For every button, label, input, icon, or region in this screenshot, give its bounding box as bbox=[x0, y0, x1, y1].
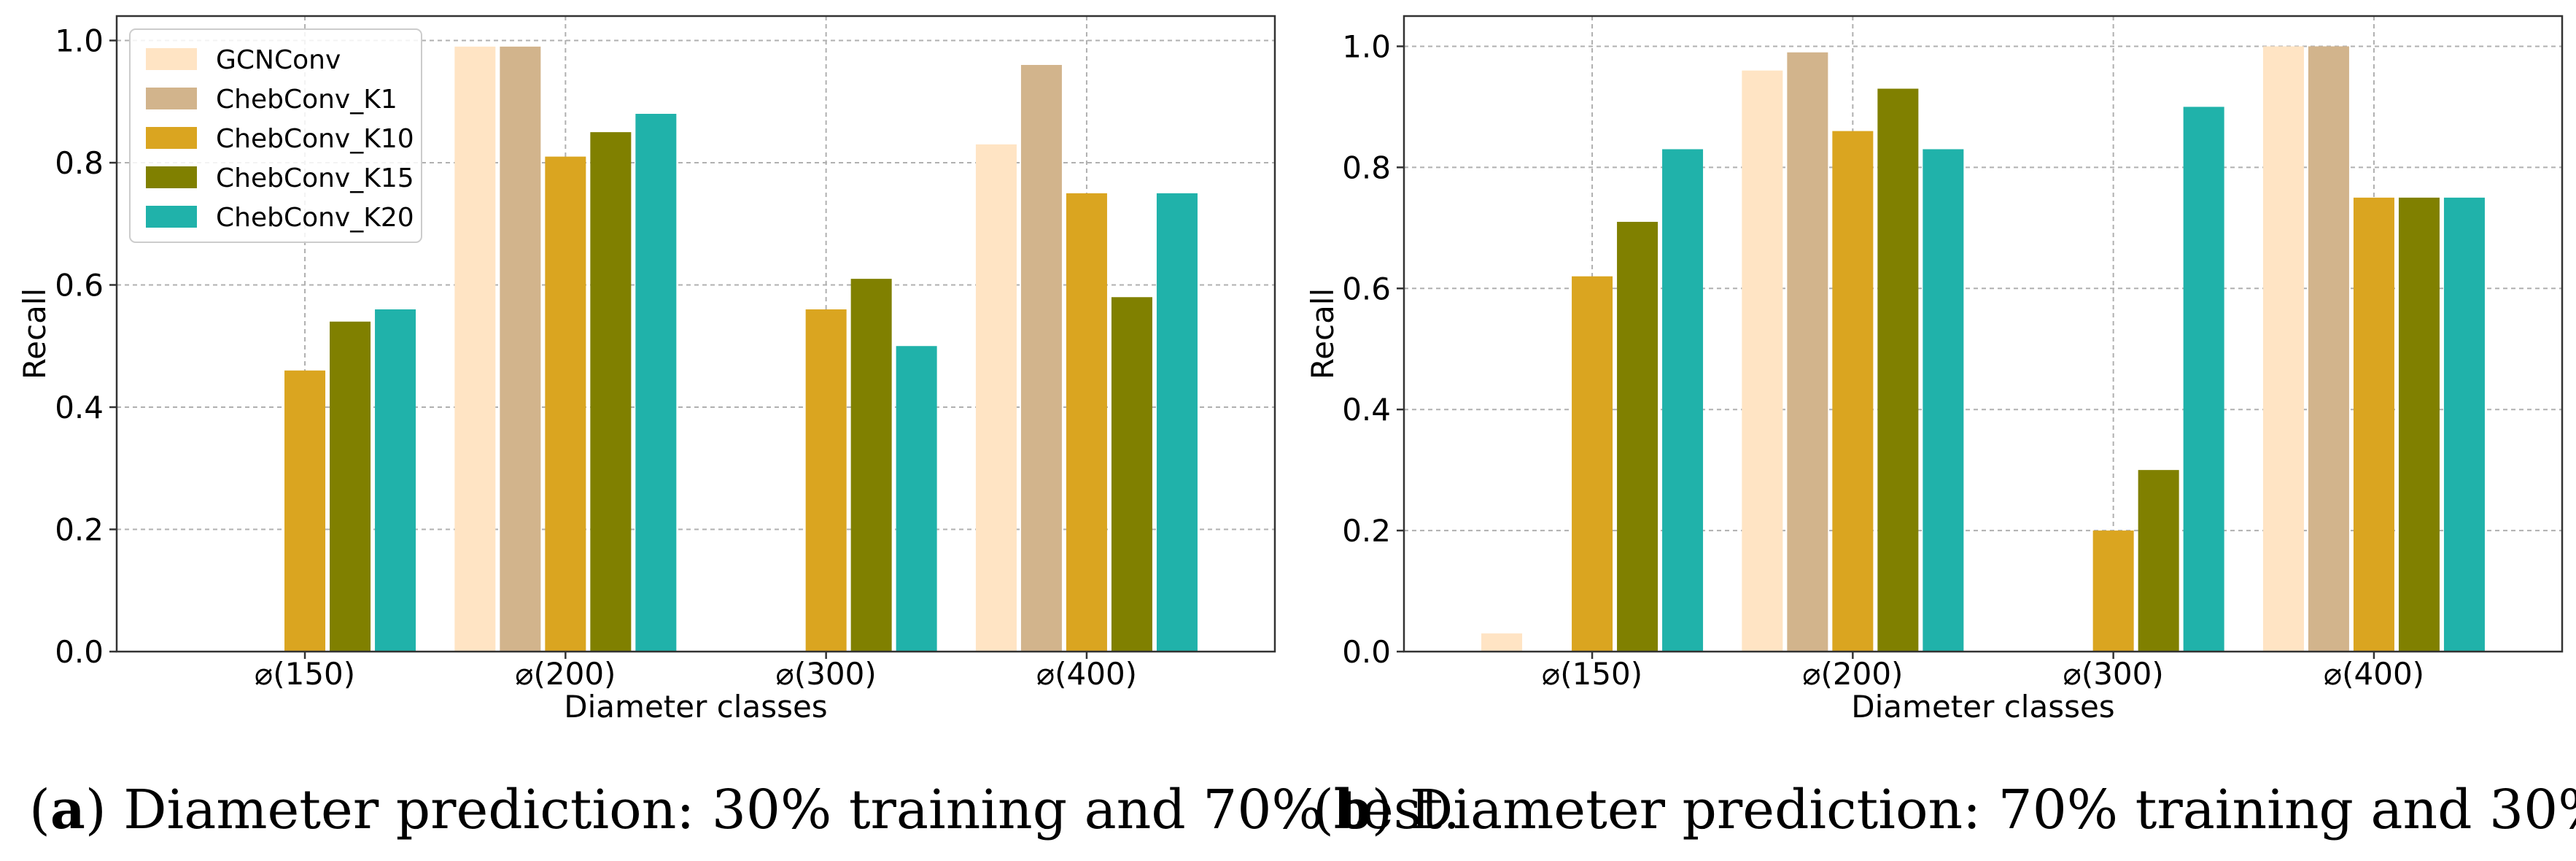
caption-b-text: Diameter prediction: 70% training and 30… bbox=[1393, 779, 2576, 841]
y-tick-label: 0.8 bbox=[55, 145, 104, 181]
bar-gcnconv bbox=[454, 46, 496, 652]
y-tick-label: 1.0 bbox=[1342, 28, 1391, 64]
legend-swatch bbox=[146, 206, 197, 228]
bar-chebconv-k10 bbox=[1066, 193, 1107, 652]
bar-chebconv-k10 bbox=[1572, 276, 1613, 652]
bar-chebconv-k15 bbox=[850, 279, 892, 652]
bar-chebconv-k20 bbox=[896, 346, 937, 652]
plot-frame bbox=[1403, 15, 2564, 653]
x-axis-label: Diameter classes bbox=[1851, 689, 2114, 725]
bar-chebconv-k10 bbox=[545, 156, 586, 652]
caption-a-letter: a bbox=[50, 779, 85, 841]
bar-chebconv-k1 bbox=[1787, 52, 1828, 652]
y-tick-label: 0.8 bbox=[1342, 150, 1391, 185]
y-tick-label: 0.2 bbox=[55, 512, 104, 548]
legend-swatch bbox=[146, 127, 197, 149]
y-tick-label: 0.4 bbox=[55, 390, 104, 425]
x-tick-label: ⌀(400) bbox=[1036, 656, 1137, 692]
y-tick-label: 0.0 bbox=[55, 634, 104, 670]
bar-chebconv-k10 bbox=[805, 309, 847, 652]
bar-chebconv-k10 bbox=[1832, 131, 1874, 652]
bar-chebconv-k15 bbox=[1111, 297, 1152, 652]
bar-chebconv-k20 bbox=[1156, 193, 1198, 652]
caption-a: (a) Diameter prediction: 30% training an… bbox=[29, 779, 1460, 841]
bar-chebconv-k15 bbox=[1617, 222, 1659, 652]
bar-chebconv-k1 bbox=[2308, 46, 2349, 652]
caption-b-letter: b bbox=[1334, 779, 1372, 841]
panel-b-recall-chart: 0.0 0.2 0.4 0.6 0.8 1.0 ⌀(150) ⌀(200) ⌀(300) ⌀(40… bbox=[1305, 15, 2564, 725]
bar-chebconv-k20 bbox=[635, 114, 677, 652]
legend-label: GCNConv bbox=[216, 45, 341, 75]
y-tick-label: 1.0 bbox=[55, 23, 104, 59]
bar-chebconv-k20 bbox=[1923, 149, 1964, 652]
x-axis-label: Diameter classes bbox=[564, 689, 827, 725]
bar-chebconv-k20 bbox=[375, 309, 416, 652]
y-axis-label: Recall bbox=[17, 288, 53, 379]
bar-chebconv-k15 bbox=[2138, 470, 2179, 652]
x-tick-label: ⌀(200) bbox=[515, 656, 616, 692]
bar-chebconv-k10 bbox=[284, 370, 326, 652]
bar-chebconv-k15 bbox=[590, 132, 632, 652]
x-tick-label: ⌀(150) bbox=[255, 656, 355, 692]
x-tick-label: ⌀(300) bbox=[776, 656, 877, 692]
bar-chebconv-k15 bbox=[330, 321, 371, 652]
y-tick-label: 0.6 bbox=[55, 268, 104, 304]
legend-label: ChebConv_K1 bbox=[216, 85, 397, 115]
x-tick-label: ⌀(150) bbox=[1542, 656, 1642, 692]
legend-box bbox=[129, 28, 422, 243]
legend: GCNConv ChebConv_K1 ChebConv_K10 ChebConv_K… bbox=[129, 28, 422, 243]
bar-gcnconv bbox=[1742, 70, 1783, 652]
legend-swatch bbox=[146, 88, 197, 109]
bar-chebconv-k1 bbox=[500, 46, 541, 652]
bar-chebconv-k10 bbox=[2353, 197, 2394, 652]
bar-chebconv-k15 bbox=[1877, 88, 1919, 652]
plot-frame bbox=[115, 15, 1276, 653]
y-tick-label: 0.2 bbox=[1342, 513, 1391, 549]
legend-label: ChebConv_K10 bbox=[216, 124, 414, 154]
bar-chebconv-k20 bbox=[1662, 149, 1704, 652]
legend-label: ChebConv_K15 bbox=[216, 163, 414, 193]
caption-a-text: Diameter prediction: 30% training and 70… bbox=[106, 779, 1460, 841]
legend-swatch bbox=[146, 48, 197, 70]
bar-chebconv-k10 bbox=[2092, 530, 2134, 652]
bar-chebconv-k1 bbox=[1020, 65, 1062, 652]
x-tick-label: ⌀(300) bbox=[2063, 656, 2164, 692]
x-tick-label: ⌀(200) bbox=[1802, 656, 1903, 692]
panel-a-recall-chart: 0.0 0.2 0.4 0.6 0.8 1.0 ⌀(150) ⌀(200) ⌀(300) ⌀(40… bbox=[17, 15, 1276, 725]
y-axis-label: Recall bbox=[1305, 288, 1341, 379]
y-tick-label: 0.0 bbox=[1342, 634, 1391, 670]
x-tick-label: ⌀(400) bbox=[2324, 656, 2424, 692]
bar-gcnconv bbox=[1481, 633, 1523, 652]
bar-chebconv-k15 bbox=[2398, 197, 2440, 652]
bar-chebconv-k20 bbox=[2183, 107, 2224, 652]
caption-b: (b) Diameter prediction: 70% training an… bbox=[1313, 779, 2576, 841]
y-tick-label: 0.4 bbox=[1342, 392, 1391, 428]
legend-swatch bbox=[146, 166, 197, 188]
bar-gcnconv bbox=[2262, 46, 2304, 652]
legend-label: ChebConv_K20 bbox=[216, 203, 414, 233]
bar-chebconv-k20 bbox=[2443, 197, 2485, 652]
y-tick-label: 0.6 bbox=[1342, 271, 1391, 306]
bar-gcnconv bbox=[975, 144, 1017, 652]
